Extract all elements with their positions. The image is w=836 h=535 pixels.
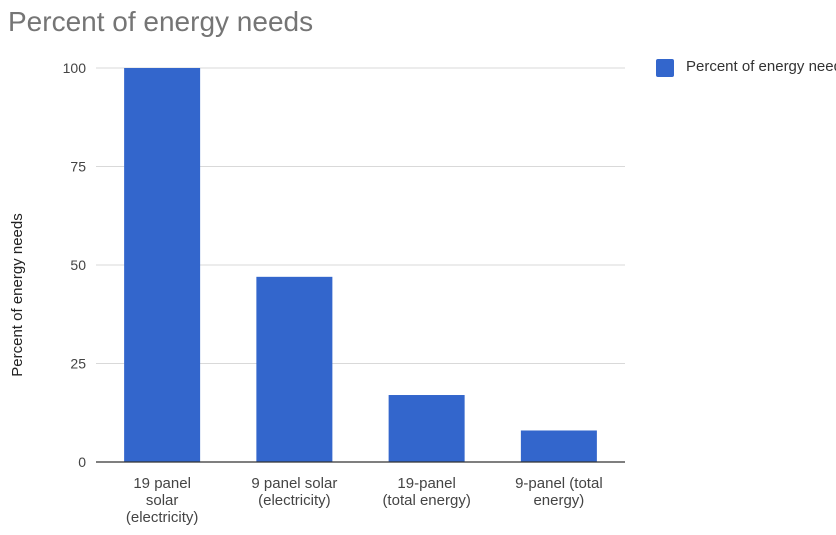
y-tick-label: 0 — [78, 454, 86, 470]
x-category-label: 9 panel solar (electricity) — [251, 475, 337, 509]
x-category-labels: 19 panel solar (electricity) 9 panel solar(… — [126, 475, 603, 526]
y-tick-label: 100 — [63, 60, 87, 76]
y-axis-label: Percent of energy needs — [9, 213, 26, 376]
bar — [520, 430, 597, 462]
y-tick-label: 75 — [70, 159, 86, 175]
x-category-label: 19-panel (total energy) — [382, 475, 470, 509]
legend: Percent of energy needs — [656, 58, 836, 77]
x-category-label: 19 panel solar (electricity) — [126, 475, 199, 526]
legend-swatch — [656, 59, 674, 77]
y-tick-label: 25 — [70, 356, 86, 372]
bar — [124, 68, 201, 462]
y-tick-labels: 0 25 50 75 100 — [63, 60, 87, 470]
legend-label: Percent of energy needs — [686, 58, 836, 75]
bar — [388, 395, 465, 462]
x-category-label: 9-panel (total energy) — [515, 475, 603, 509]
bar-series — [124, 68, 597, 462]
chart-title: Percent of energy needs — [8, 6, 314, 37]
bar — [256, 276, 333, 462]
y-tick-label: 50 — [70, 257, 86, 273]
